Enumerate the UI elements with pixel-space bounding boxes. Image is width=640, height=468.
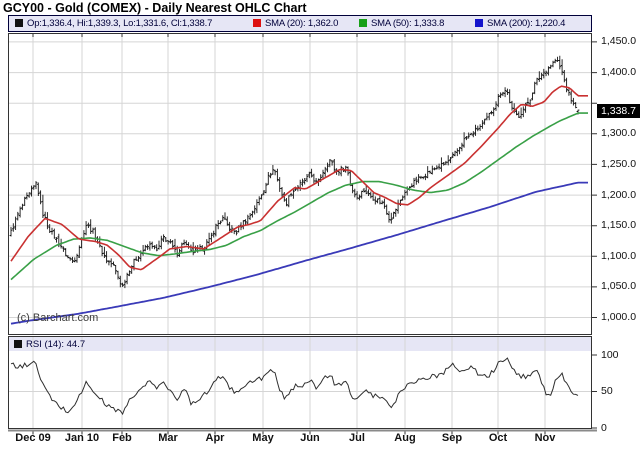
rsi-axis-label: 50	[601, 385, 613, 397]
x-axis-month-label: Mar	[158, 432, 178, 444]
last-price-box: 1,338.7	[597, 104, 640, 118]
sma50-swatch-icon	[359, 19, 367, 27]
x-axis-month-label: Jan 10	[64, 432, 100, 444]
y-axis-label: 1,250.0	[601, 158, 637, 170]
x-axis-month-label: May	[252, 432, 274, 444]
legend-item-ohlc: Op:1,336.4, Hi:1,339.3, Lo:1,331.6, Cl:1…	[15, 16, 212, 31]
legend-sma50-label: SMA (50): 1,333.8	[371, 18, 445, 29]
x-axis-month-label: Jun	[300, 432, 320, 444]
legend-sma20-label: SMA (20): 1,362.0	[265, 18, 339, 29]
y-axis-label: 1,100.0	[601, 250, 637, 262]
legend-item-sma50: SMA (50): 1,333.8	[359, 16, 444, 31]
y-axis-label: 1,150.0	[601, 219, 637, 231]
legend-item-sma20: SMA (20): 1,362.0	[253, 16, 338, 31]
y-axis-label: 1,400.0	[601, 66, 637, 78]
ohlc-swatch-icon	[15, 19, 23, 27]
y-axis-label: 1,000.0	[601, 311, 637, 323]
x-axis-month-label: Sep	[441, 432, 463, 444]
rsi-axis-label: 100	[601, 349, 619, 361]
y-axis-label: 1,300.0	[601, 127, 637, 139]
rsi-legend-label: RSI (14): 44.7	[26, 339, 86, 350]
legend-item-sma200: SMA (200): 1,220.4	[475, 16, 565, 31]
y-axis-label: 1,200.0	[601, 189, 637, 201]
x-axis-month-label: Jul	[349, 432, 365, 444]
rsi-axis-label: 0	[601, 422, 607, 434]
sma200-swatch-icon	[475, 19, 483, 27]
x-axis-month-label: Nov	[534, 432, 556, 444]
rsi-swatch-icon	[14, 340, 22, 348]
x-axis-month-label: Feb	[112, 432, 132, 444]
rsi-legend: RSI (14): 44.7	[14, 338, 85, 351]
x-axis-month-label: Dec 09	[15, 432, 51, 444]
y-axis-label: 1,450.0	[601, 35, 637, 47]
sma20-swatch-icon	[253, 19, 261, 27]
ohlc-legend-bar: Op:1,336.4, Hi:1,339.3, Lo:1,331.6, Cl:1…	[8, 15, 592, 32]
x-axis-month-label: Oct	[488, 432, 508, 444]
copyright-watermark: (c) Barchart.com	[17, 312, 99, 324]
legend-ohlc-label: Op:1,336.4, Hi:1,339.3, Lo:1,331.6, Cl:1…	[27, 18, 213, 29]
x-axis-month-label: Apr	[205, 432, 225, 444]
chart-title: GCY00 - Gold (COMEX) - Daily Nearest OHL…	[3, 1, 307, 15]
x-axis-month-label: Aug	[394, 432, 416, 444]
legend-sma200-label: SMA (200): 1,220.4	[487, 18, 566, 29]
y-axis-label: 1,050.0	[601, 280, 637, 292]
